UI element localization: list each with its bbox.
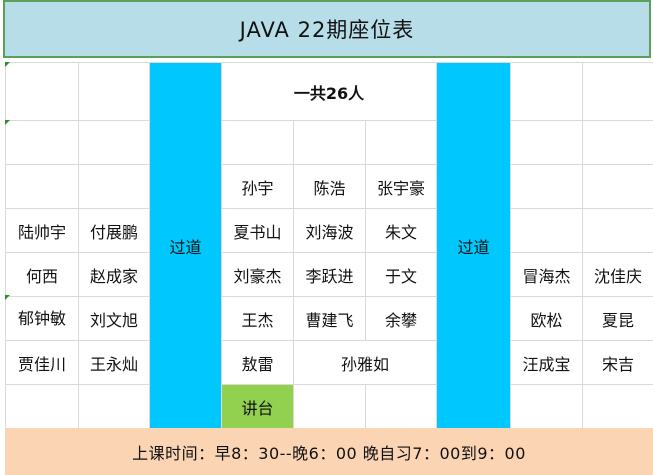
student-count[interactable]: 一共26人: [220, 62, 438, 121]
seat[interactable]: 余攀: [364, 296, 438, 341]
comment-marker: [5, 295, 10, 300]
seat[interactable]: 汪成宝: [510, 340, 584, 385]
seat[interactable]: 冒海杰: [510, 252, 584, 297]
cell[interactable]: [78, 120, 150, 165]
seat[interactable]: 曹建飞: [293, 296, 366, 341]
cell[interactable]: [510, 164, 584, 209]
sheet-title[interactable]: JAVA 22期座位表: [3, 0, 651, 58]
seat[interactable]: 孙雅如: [292, 340, 438, 385]
seat[interactable]: 王永灿: [78, 340, 150, 385]
schedule-footer[interactable]: 上课时间：早8：30--晚6：00 晚自习7：00到9：00: [5, 428, 653, 475]
cell[interactable]: [510, 120, 584, 165]
cell[interactable]: [364, 120, 438, 165]
cell[interactable]: [293, 384, 366, 429]
cell[interactable]: [5, 384, 79, 429]
seat[interactable]: 刘海波: [293, 208, 366, 253]
comment-marker: [5, 62, 10, 67]
seat[interactable]: 沈佳庆: [582, 252, 653, 297]
seat[interactable]: 夏昆: [582, 296, 653, 341]
podium[interactable]: 讲台: [221, 384, 294, 429]
seat[interactable]: 王杰: [221, 296, 294, 341]
seat[interactable]: 宋吉: [582, 340, 653, 385]
cell[interactable]: [5, 62, 79, 121]
cell[interactable]: [221, 120, 294, 165]
cell[interactable]: [510, 62, 584, 121]
cell[interactable]: [582, 62, 653, 121]
cell[interactable]: [582, 120, 653, 165]
aisle-right[interactable]: 过道: [436, 62, 512, 429]
comment-marker: [5, 120, 10, 125]
seat[interactable]: 付展鹏: [78, 208, 150, 253]
seat[interactable]: 夏书山: [221, 208, 294, 253]
seating-grid: 过道 一共26人 过道 孙宇 陈浩 张宇豪 陆帅宇 付展鹏 夏: [5, 62, 653, 429]
seat[interactable]: 孙宇: [221, 164, 294, 209]
cell[interactable]: [78, 384, 150, 429]
cell[interactable]: [510, 208, 584, 253]
cell[interactable]: [510, 384, 584, 429]
seat[interactable]: 陆帅宇: [5, 208, 79, 253]
cell[interactable]: [582, 384, 653, 429]
seat[interactable]: 李跃进: [293, 252, 366, 297]
cell[interactable]: [78, 164, 150, 209]
seat[interactable]: 朱文: [364, 208, 438, 253]
cell[interactable]: [293, 120, 366, 165]
seat[interactable]: 赵成家: [78, 252, 150, 297]
cell[interactable]: [5, 120, 79, 165]
cell[interactable]: [582, 208, 653, 253]
seat[interactable]: 刘豪杰: [221, 252, 294, 297]
seat[interactable]: 何西: [5, 252, 79, 297]
cell[interactable]: [78, 62, 150, 121]
seat[interactable]: 刘文旭: [78, 296, 150, 341]
cell[interactable]: [5, 164, 79, 209]
seat[interactable]: 张宇豪: [364, 164, 438, 209]
seat[interactable]: 于文: [364, 252, 438, 297]
aisle-left[interactable]: 过道: [149, 62, 222, 429]
cell[interactable]: [364, 384, 438, 429]
seat[interactable]: 欧松: [510, 296, 584, 341]
seat[interactable]: 郁钟敏: [5, 296, 79, 341]
seat[interactable]: 敖雷: [221, 340, 294, 385]
seat[interactable]: 陈浩: [293, 164, 366, 209]
cell[interactable]: [582, 164, 653, 209]
seat[interactable]: 贾佳川: [5, 340, 79, 385]
